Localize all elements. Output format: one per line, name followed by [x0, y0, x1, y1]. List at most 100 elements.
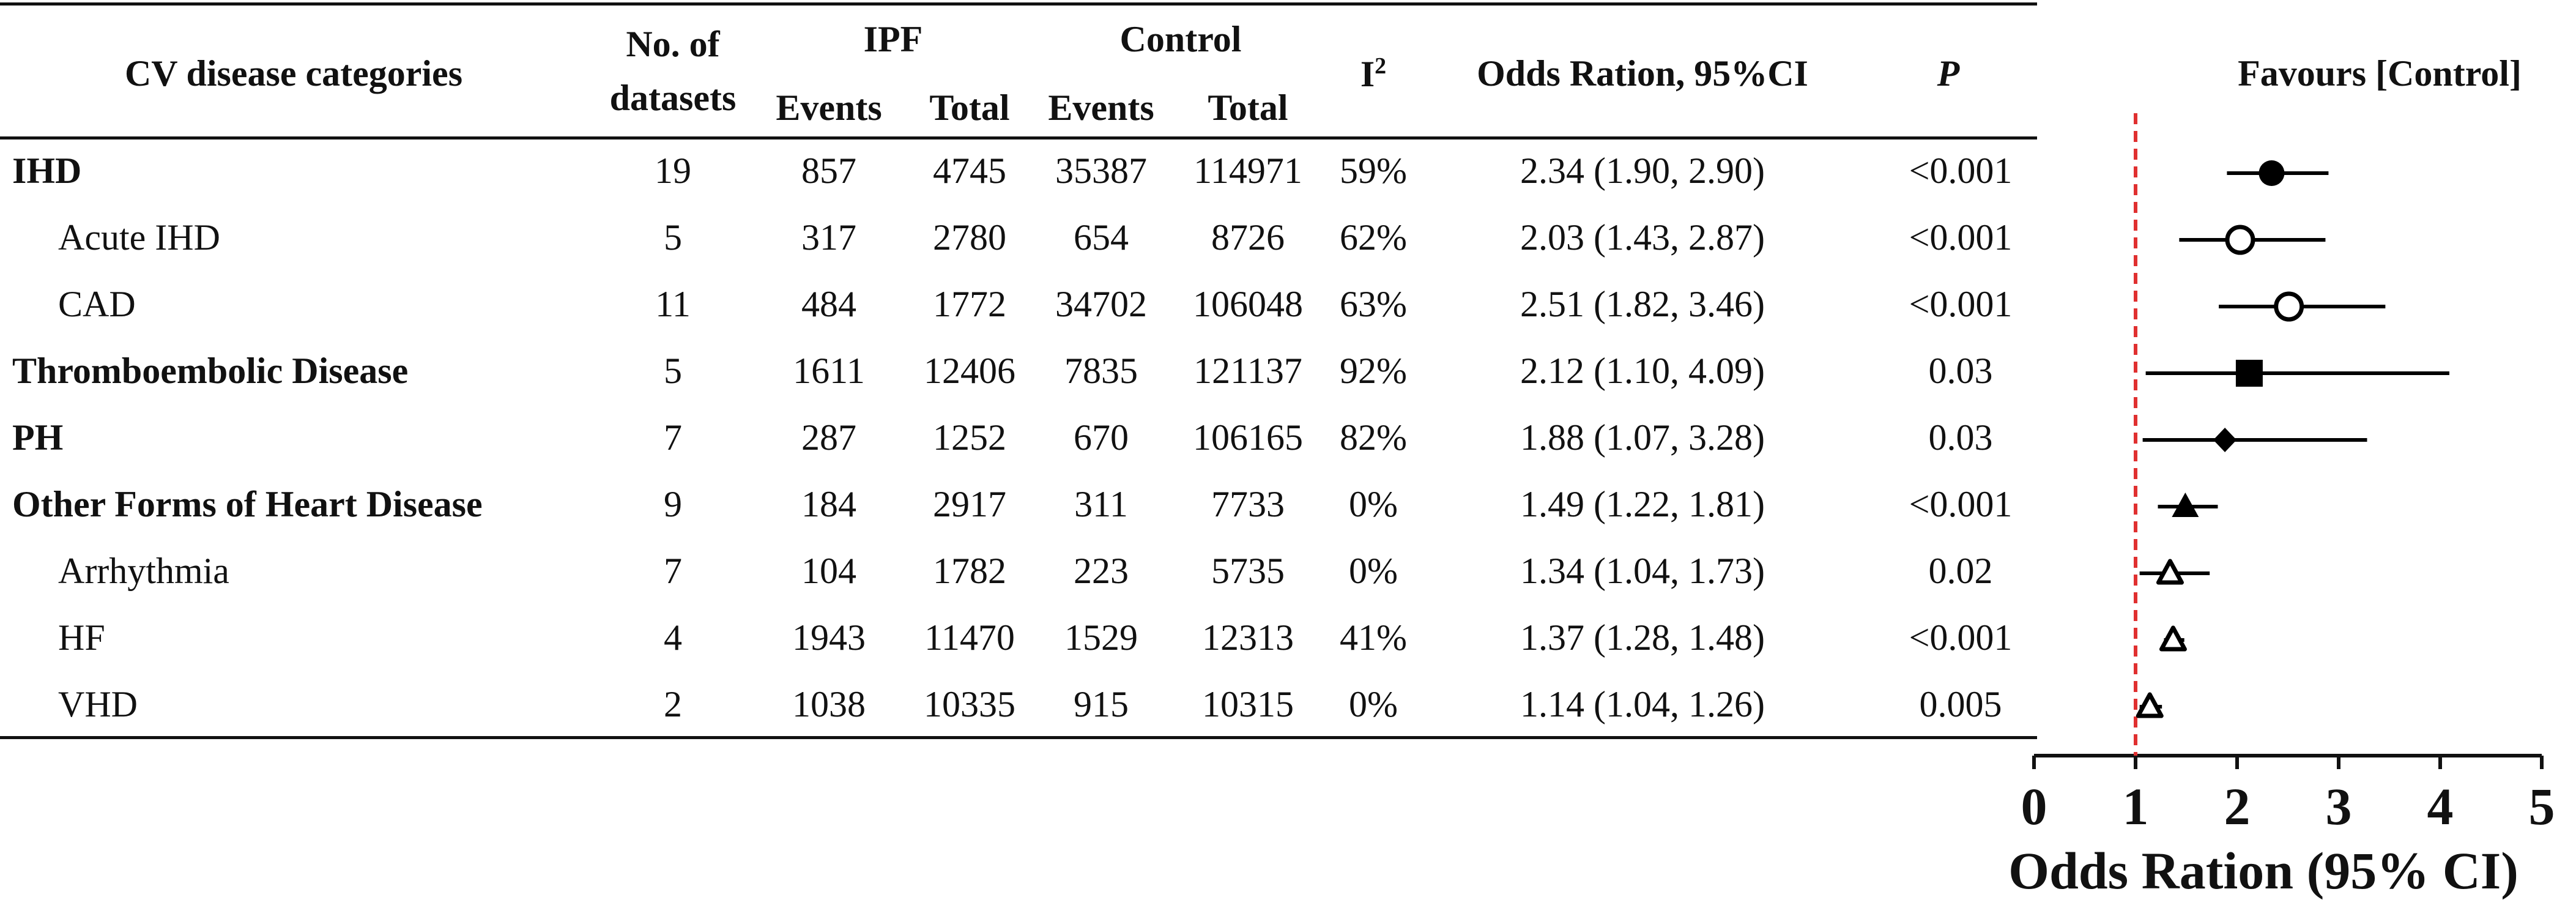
x-axis-label: Odds Ration (95% CI) [2008, 841, 2518, 900]
cell-ipf-total: 1252 [933, 417, 1006, 458]
table-header-rule [0, 136, 2037, 140]
cell-or-ci: 2.51 (1.82, 3.46) [1520, 284, 1765, 324]
cell-datasets: 11 [655, 284, 691, 324]
header-ipf-events: Events [776, 87, 882, 128]
cell-control-events: 7835 [1064, 351, 1138, 391]
cell-ipf-total: 2917 [933, 484, 1006, 524]
cell-i2: 0% [1349, 684, 1398, 724]
row-label: Thromboembolic Disease [12, 351, 409, 391]
header-control: Control [1119, 19, 1242, 59]
cell-ipf-total: 10335 [924, 684, 1015, 724]
cell-control-events: 670 [1074, 417, 1129, 458]
cell-ipf-total: 4745 [933, 151, 1006, 191]
cell-ipf-events: 1943 [792, 617, 866, 658]
header-category: CV disease categories [124, 53, 463, 94]
cell-control-events: 311 [1074, 484, 1128, 524]
cell-i2: 59% [1340, 151, 1407, 191]
point-marker [2156, 559, 2184, 585]
cell-control-total: 106165 [1193, 417, 1303, 458]
cell-control-total: 12313 [1202, 617, 1294, 658]
x-tick-label: 0 [2021, 777, 2047, 836]
cell-ipf-events: 857 [801, 151, 856, 191]
cell-datasets: 4 [664, 617, 682, 658]
cell-or-ci: 1.49 (1.22, 1.81) [1520, 484, 1765, 524]
x-tick-label: 4 [2427, 777, 2454, 836]
row-label: Acute IHD [58, 217, 220, 258]
cell-ipf-events: 104 [801, 551, 856, 591]
header-p: P [1937, 53, 1960, 94]
row-label: Arrhythmia [58, 551, 229, 591]
point-marker [2259, 160, 2285, 186]
header-favours: Favours [Control] [2238, 53, 2522, 94]
cell-ipf-events: 484 [801, 284, 856, 324]
cell-or-ci: 2.34 (1.90, 2.90) [1520, 151, 1765, 191]
x-tick-label: 2 [2224, 777, 2251, 836]
cell-ipf-total: 2780 [933, 217, 1006, 258]
header-control-total: Total [1208, 87, 1288, 128]
cell-or-ci: 1.34 (1.04, 1.73) [1520, 551, 1765, 591]
cell-i2: 92% [1340, 351, 1407, 391]
x-tick-label: 1 [2123, 777, 2149, 836]
cell-control-events: 223 [1074, 551, 1129, 591]
cell-p-value: <0.001 [1909, 617, 2013, 658]
cell-ipf-events: 1038 [792, 684, 866, 724]
cell-p-value: <0.001 [1909, 151, 2013, 191]
cell-ipf-total: 12406 [924, 351, 1015, 391]
cell-control-events: 915 [1074, 684, 1129, 724]
cell-control-total: 10315 [1202, 684, 1294, 724]
cell-control-total: 8726 [1211, 217, 1285, 258]
cell-p-value: <0.001 [1909, 284, 2013, 324]
cell-p-value: <0.001 [1909, 484, 2013, 524]
cell-p-value: 0.03 [1928, 417, 1993, 458]
cell-ipf-events: 184 [801, 484, 856, 524]
row-label: HF [58, 617, 105, 658]
header-or-ci: Odds Ration, 95%CI [1477, 53, 1808, 94]
row-label: CAD [58, 284, 136, 324]
cell-i2: 63% [1340, 284, 1407, 324]
cell-or-ci: 1.14 (1.04, 1.26) [1520, 684, 1765, 724]
cell-i2: 62% [1340, 217, 1407, 258]
point-marker [2213, 428, 2237, 452]
cell-p-value: 0.02 [1928, 551, 1993, 591]
row-label: PH [12, 417, 64, 458]
header-i2: I2 [1360, 53, 1387, 94]
cell-control-events: 654 [1074, 217, 1129, 258]
point-marker [2235, 360, 2263, 387]
header-ipf-total: Total [929, 87, 1010, 128]
cell-ipf-events: 317 [801, 217, 856, 258]
point-marker [2136, 692, 2164, 718]
cell-i2: 0% [1349, 551, 1398, 591]
cell-or-ci: 2.03 (1.43, 2.87) [1520, 217, 1765, 258]
x-tick-label: 5 [2529, 777, 2555, 836]
cell-datasets: 5 [664, 217, 682, 258]
cell-control-events: 35387 [1055, 151, 1147, 191]
cell-or-ci: 1.37 (1.28, 1.48) [1520, 617, 1765, 658]
cell-control-total: 106048 [1193, 284, 1303, 324]
cell-ipf-events: 1611 [793, 351, 865, 391]
cell-i2: 0% [1349, 484, 1398, 524]
row-label: Other Forms of Heart Disease [12, 484, 483, 524]
cell-ipf-total: 1772 [933, 284, 1006, 324]
x-tick-label: 3 [2326, 777, 2352, 836]
cell-ipf-events: 287 [801, 417, 856, 458]
cell-control-total: 7733 [1211, 484, 1285, 524]
cell-ipf-total: 1782 [933, 551, 1006, 591]
cell-or-ci: 1.88 (1.07, 3.28) [1520, 417, 1765, 458]
cell-i2: 82% [1340, 417, 1407, 458]
cell-control-total: 5735 [1211, 551, 1285, 591]
cell-datasets: 19 [655, 151, 691, 191]
cell-datasets: 9 [664, 484, 682, 524]
cell-p-value: <0.001 [1909, 217, 2013, 258]
cell-control-events: 34702 [1055, 284, 1147, 324]
cell-p-value: 0.03 [1928, 351, 1993, 391]
point-marker [2172, 493, 2199, 517]
cell-datasets: 5 [664, 351, 682, 391]
cell-datasets: 2 [664, 684, 682, 724]
cell-datasets: 7 [664, 551, 682, 591]
header-control-events: Events [1048, 87, 1154, 128]
header-datasets-line2: datasets [609, 78, 737, 118]
point-marker [2159, 625, 2187, 652]
cell-control-total: 114971 [1193, 151, 1302, 191]
